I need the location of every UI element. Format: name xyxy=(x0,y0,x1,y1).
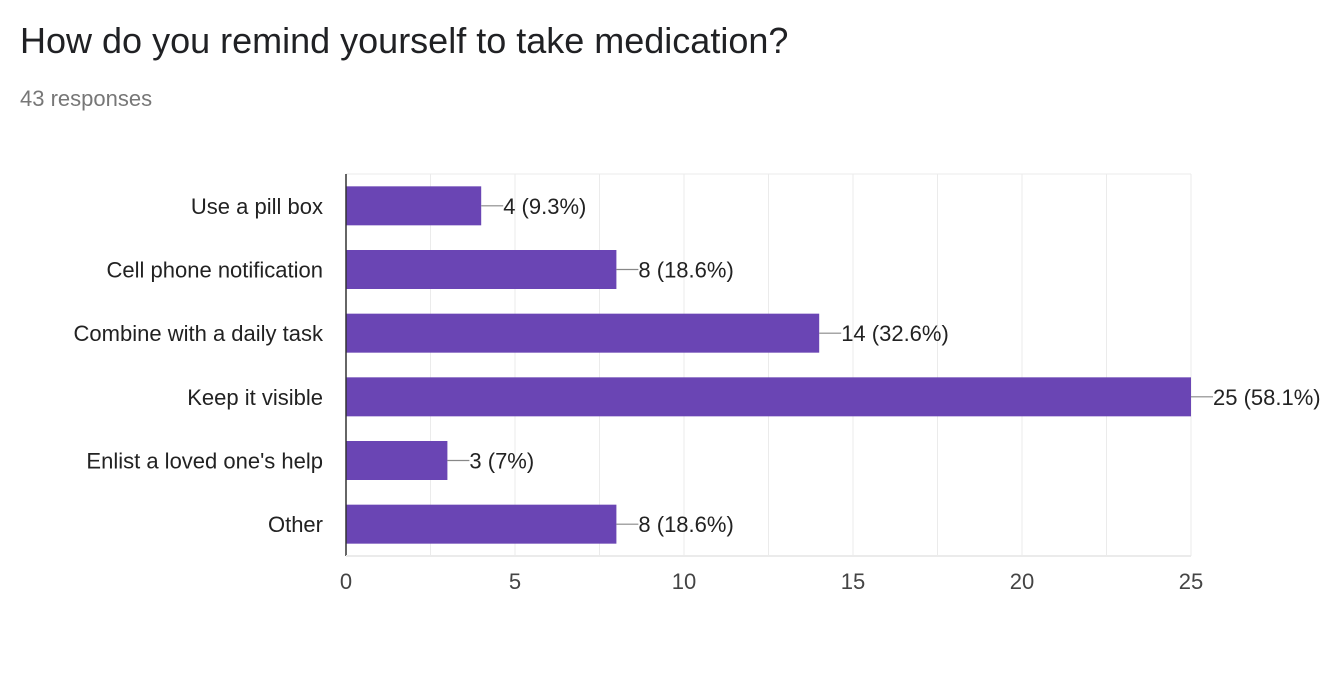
x-tick-label: 20 xyxy=(1010,569,1034,594)
bars xyxy=(346,186,1191,544)
x-tick-label: 10 xyxy=(672,569,696,594)
data-label: 25 (58.1%) xyxy=(1213,385,1321,410)
response-count: 43 responses xyxy=(20,86,153,111)
grid-lines xyxy=(346,173,1192,556)
category-label: Use a pill box xyxy=(191,194,323,219)
bar xyxy=(346,313,820,353)
bar xyxy=(346,250,617,289)
category-label: Enlist a loved one's help xyxy=(86,449,323,474)
labels: Use a pill box 4 (9.3%) Cell phone notific… xyxy=(74,194,1321,537)
category-label: Cell phone notification xyxy=(107,258,323,283)
data-label: 8 (18.6%) xyxy=(638,258,733,283)
x-tick-label: 15 xyxy=(841,569,865,594)
x-tick-label: 0 xyxy=(340,569,352,594)
bar xyxy=(346,377,1191,417)
bar xyxy=(346,441,448,480)
x-tick-label: 25 xyxy=(1179,569,1203,594)
category-label: Keep it visible xyxy=(187,385,323,410)
bar xyxy=(346,186,482,226)
category-label: Combine with a daily task xyxy=(74,321,324,346)
data-label: 8 (18.6%) xyxy=(638,512,733,537)
category-label: Other xyxy=(268,512,323,537)
bar xyxy=(346,504,617,544)
x-tick-label: 5 xyxy=(509,569,521,594)
chart-title: How do you remind yourself to take medic… xyxy=(20,20,789,61)
data-label: 14 (32.6%) xyxy=(841,321,949,346)
data-label: 3 (7%) xyxy=(469,449,534,474)
data-label: 4 (9.3%) xyxy=(503,194,586,219)
axes: 0 5 10 15 20 25 xyxy=(340,174,1203,594)
